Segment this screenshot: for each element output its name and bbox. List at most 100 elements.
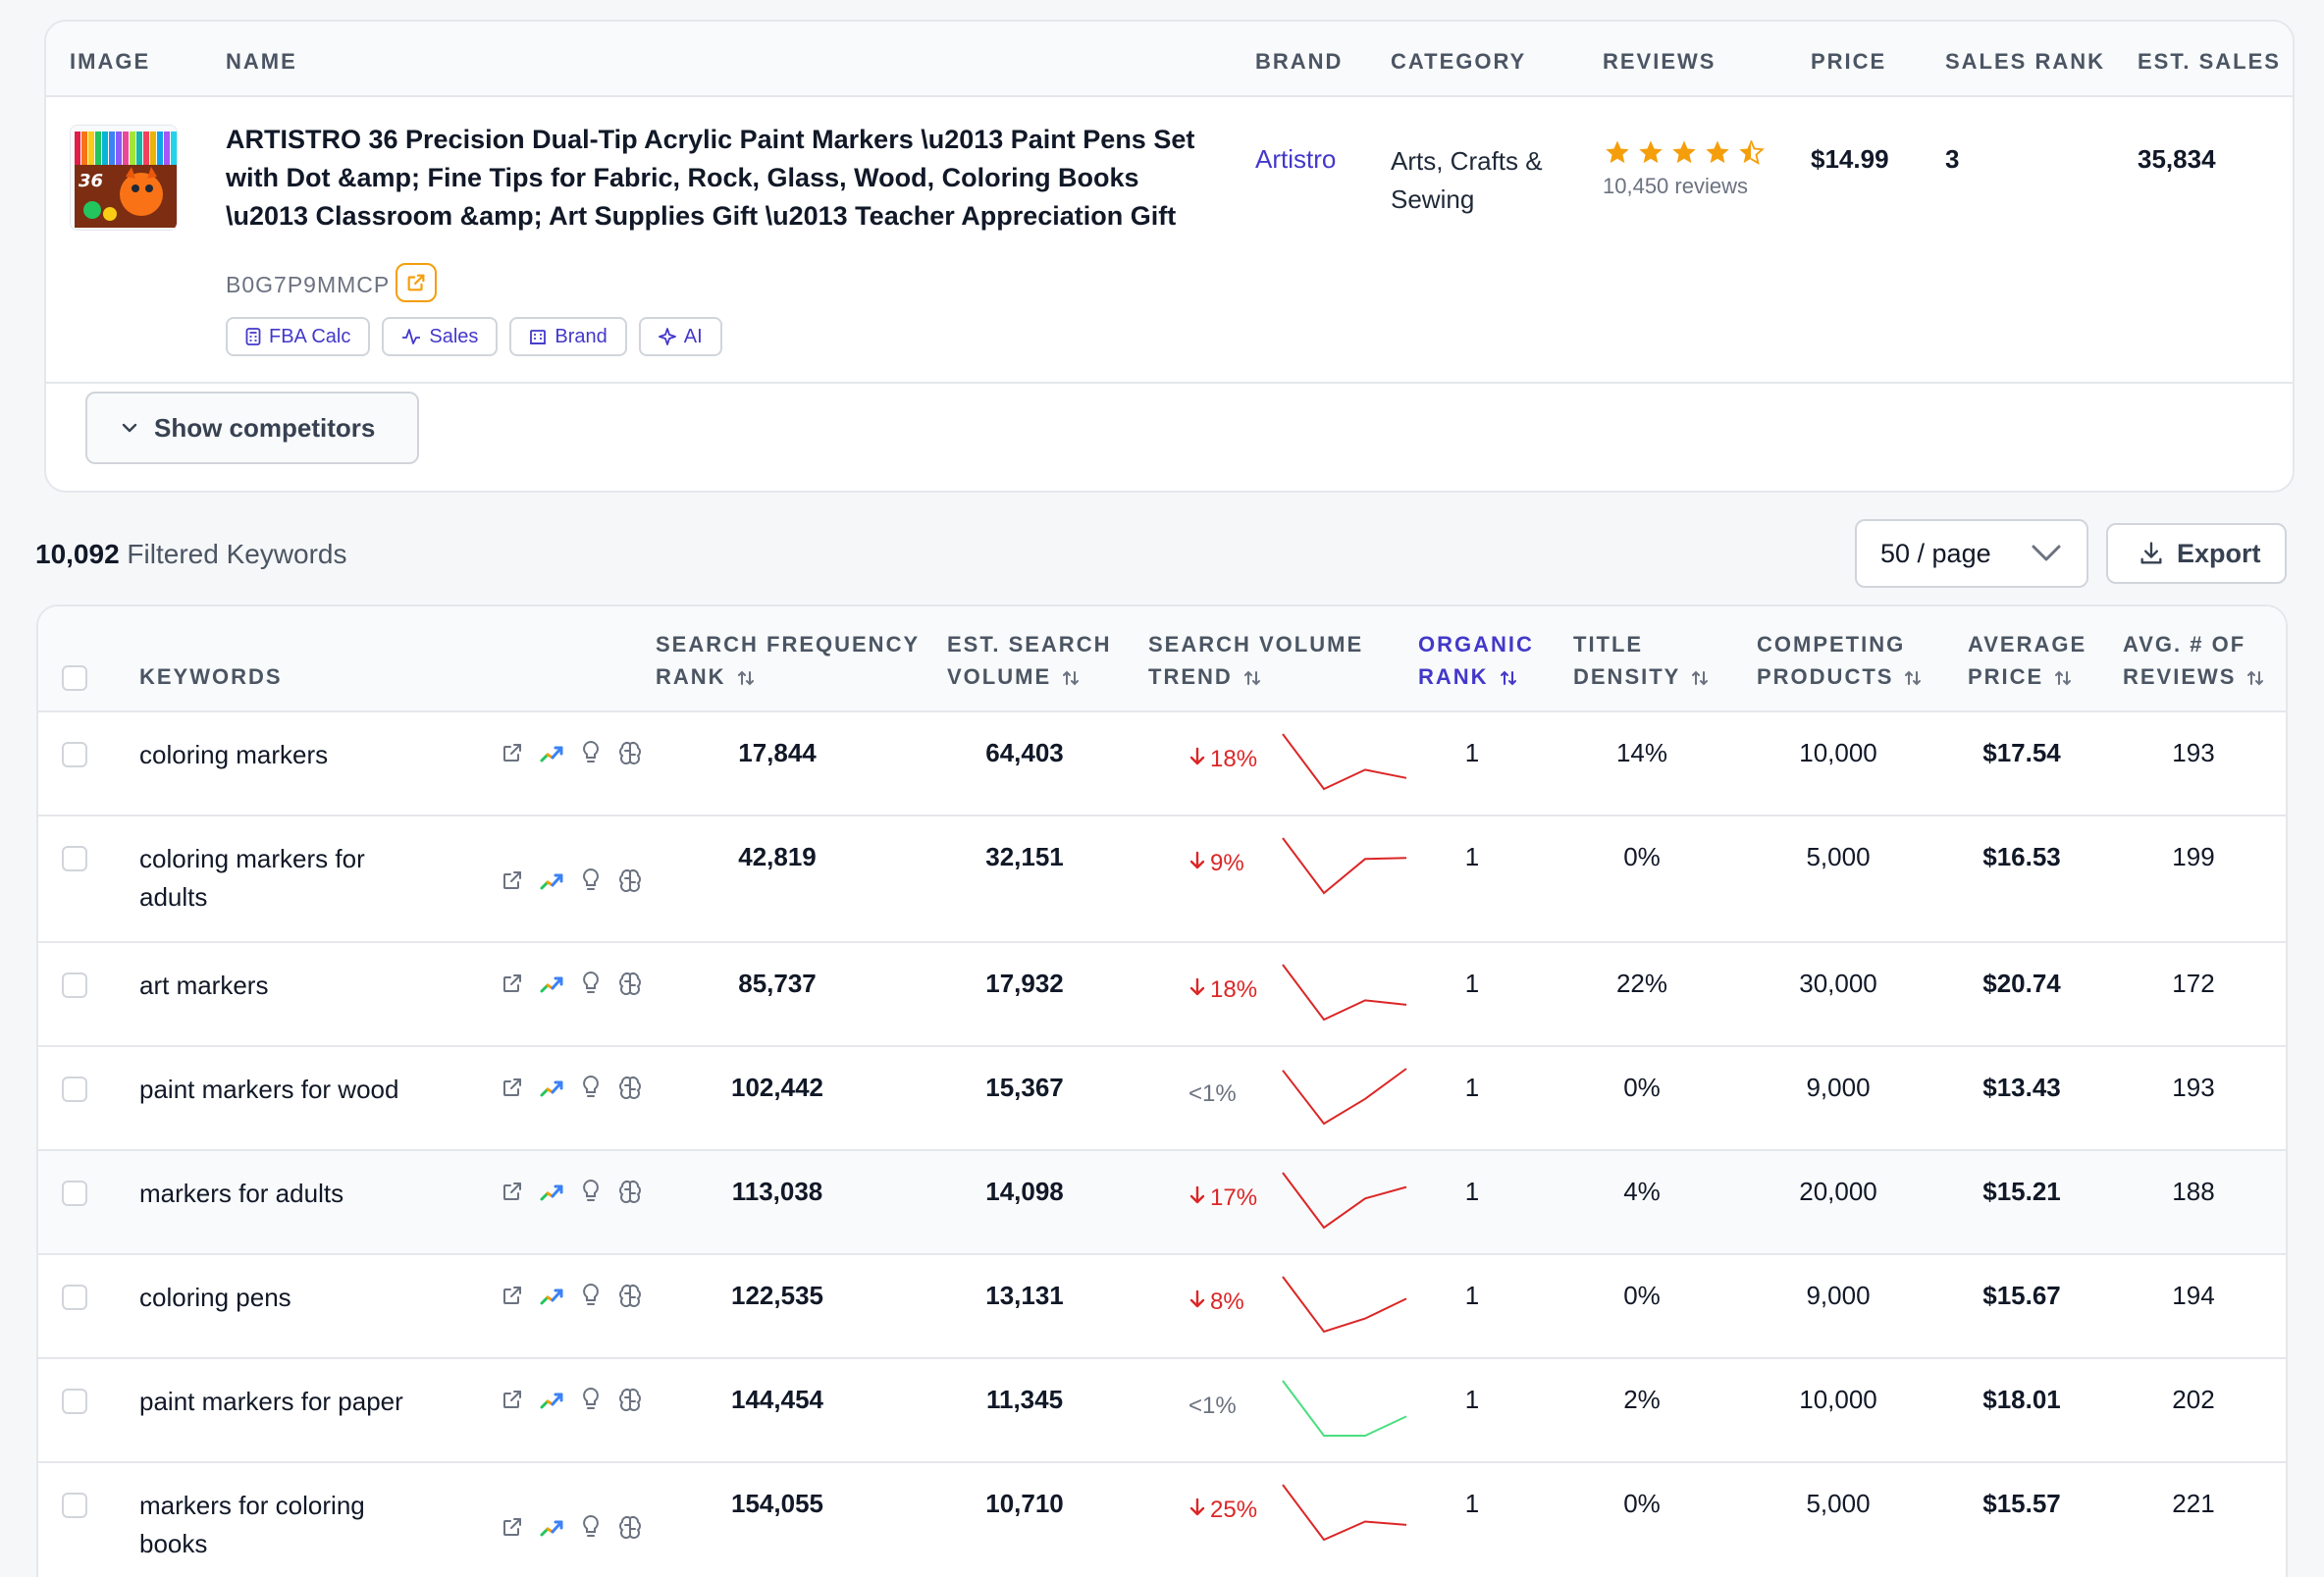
trend-value: <1% [1188,1080,1237,1107]
product-image[interactable]: 36 [70,125,178,231]
lightbulb-icon[interactable] [578,867,604,893]
export-button[interactable]: Export [2106,523,2287,584]
open-listing-button[interactable] [396,263,437,302]
ai-button[interactable]: AI [638,317,722,356]
sort-icon [2247,670,2264,686]
title-density: 0% [1623,1489,1661,1518]
external-link-icon[interactable] [500,740,525,765]
table-row[interactable]: paint markers for paper 144,454 11,345 1 2% 1… [38,1359,2286,1463]
sort-icon [737,670,754,686]
external-link-icon[interactable] [500,867,525,893]
lightbulb-icon[interactable] [578,1387,604,1412]
keyword-text[interactable]: coloring markers [139,740,329,769]
external-link-icon[interactable] [500,1514,525,1540]
col-label-line2: PRODUCTS [1757,664,1894,689]
table-row[interactable]: coloring markers 17,844 64,403 1 14% 10,000 $1… [38,712,2286,816]
table-row[interactable]: art markers 85,737 17,932 1 22% 30,000 $20.74 1… [38,943,2286,1047]
keyword-text[interactable]: coloring pens [139,1283,291,1312]
sparkline-path [1282,1276,1407,1334]
row-checkbox[interactable] [62,1389,87,1414]
organic-rank: 1 [1464,842,1480,871]
show-competitors-label: Show competitors [154,412,376,443]
table-row[interactable]: markers for adults 113,038 14,098 1 4% 20,000… [38,1151,2286,1255]
table-row[interactable]: markers for coloring books 154,055 10,710 1… [38,1463,2286,1577]
table-row[interactable]: coloring pens 122,535 13,131 1 0% 9,000 $15.67… [38,1255,2286,1359]
col-organic-rank[interactable]: ORGANIC RANK [1418,628,1534,693]
organic-rank: 1 [1464,1177,1480,1206]
keyword-text[interactable]: coloring markers for adults [139,844,365,912]
lightbulb-icon[interactable] [578,971,604,996]
trend-chart-icon[interactable] [539,971,564,996]
select-all-checkbox[interactable] [62,665,87,691]
est-search-volume: 17,932 [985,969,1064,998]
trend-sparkline [1282,1276,1407,1334]
lightbulb-icon[interactable] [578,1283,604,1308]
trend-chart-icon[interactable] [539,867,564,893]
lightbulb-icon[interactable] [578,740,604,765]
trend-chart-icon[interactable] [539,1283,564,1308]
external-link-icon[interactable] [500,971,525,996]
sparkline-path [1282,837,1407,895]
sparkline-path [1282,964,1407,1022]
external-link-icon[interactable] [500,1283,525,1308]
trend-chart-icon[interactable] [539,1514,564,1540]
brain-icon[interactable] [617,1514,643,1540]
row-checkbox[interactable] [62,1493,87,1518]
col-search-frequency-rank[interactable]: SEARCH FREQUENCY RANK [656,628,920,693]
trend-sparkline [1282,1068,1407,1126]
col-average-price[interactable]: AVERAGE PRICE [1968,628,2086,693]
brain-icon[interactable] [617,1179,643,1204]
table-row[interactable]: paint markers for wood 102,442 15,367 1 0% 9,… [38,1047,2286,1151]
external-link-icon[interactable] [500,1387,525,1412]
brain-icon[interactable] [617,971,643,996]
brain-icon[interactable] [617,740,643,765]
brand-button[interactable]: Brand [509,317,627,356]
brain-icon[interactable] [617,1075,643,1100]
external-link-icon[interactable] [500,1075,525,1100]
row-checkbox[interactable] [62,1077,87,1102]
brain-icon[interactable] [617,1387,643,1412]
col-label-line2: TREND [1148,664,1233,689]
trend-chart-icon[interactable] [539,740,564,765]
average-price: $15.21 [1982,1177,2061,1206]
external-link-icon[interactable] [500,1179,525,1204]
keyword-text[interactable]: paint markers for wood [139,1075,399,1104]
fba-calc-button[interactable]: FBA Calc [226,317,371,356]
sales-button[interactable]: Sales [382,317,499,356]
row-checkbox[interactable] [62,742,87,767]
col-competing-products[interactable]: COMPETING PRODUCTS [1757,628,1923,693]
keyword-text[interactable]: markers for adults [139,1179,344,1208]
product-name[interactable]: ARTISTRO 36 Precision Dual-Tip Acrylic P… [226,125,1195,231]
row-checkbox[interactable] [62,1285,87,1310]
lightbulb-icon[interactable] [578,1179,604,1204]
header-name: NAME [226,49,297,74]
show-competitors-button[interactable]: Show competitors [85,392,419,464]
keyword-text[interactable]: art markers [139,971,269,1000]
row-checkbox[interactable] [62,1181,87,1206]
col-avg-reviews[interactable]: AVG. # OF REVIEWS [2123,628,2265,693]
brain-icon[interactable] [617,1283,643,1308]
page-size-select[interactable]: 50 / page [1855,519,2088,588]
col-est-search-volume[interactable]: EST. SEARCH VOLUME [947,628,1111,693]
col-keywords[interactable]: KEYWORDS [139,660,283,693]
sort-icon [1243,670,1260,686]
review-count: 10,450 reviews [1603,174,1748,198]
table-row[interactable]: coloring markers for adults 42,819 32,151 1… [38,816,2286,943]
trend-chart-icon[interactable] [539,1387,564,1412]
keyword-text[interactable]: paint markers for paper [139,1387,403,1416]
col-title-density[interactable]: TITLE DENSITY [1573,628,1710,693]
col-label-line2: DENSITY [1573,664,1681,689]
keyword-text[interactable]: markers for coloring books [139,1491,365,1558]
brand-link[interactable]: Artistro [1255,144,1337,174]
lightbulb-icon[interactable] [578,1514,604,1540]
brain-icon[interactable] [617,867,643,893]
organic-rank: 1 [1464,1385,1480,1414]
row-checkbox[interactable] [62,846,87,871]
row-checkbox[interactable] [62,972,87,998]
product-sales-rank: 3 [1945,144,1960,174]
col-search-volume-trend[interactable]: SEARCH VOLUME TREND [1148,628,1363,693]
trend-chart-icon[interactable] [539,1075,564,1100]
lightbulb-icon[interactable] [578,1075,604,1100]
trend-chart-icon[interactable] [539,1179,564,1204]
competing-products: 5,000 [1806,1489,1871,1518]
